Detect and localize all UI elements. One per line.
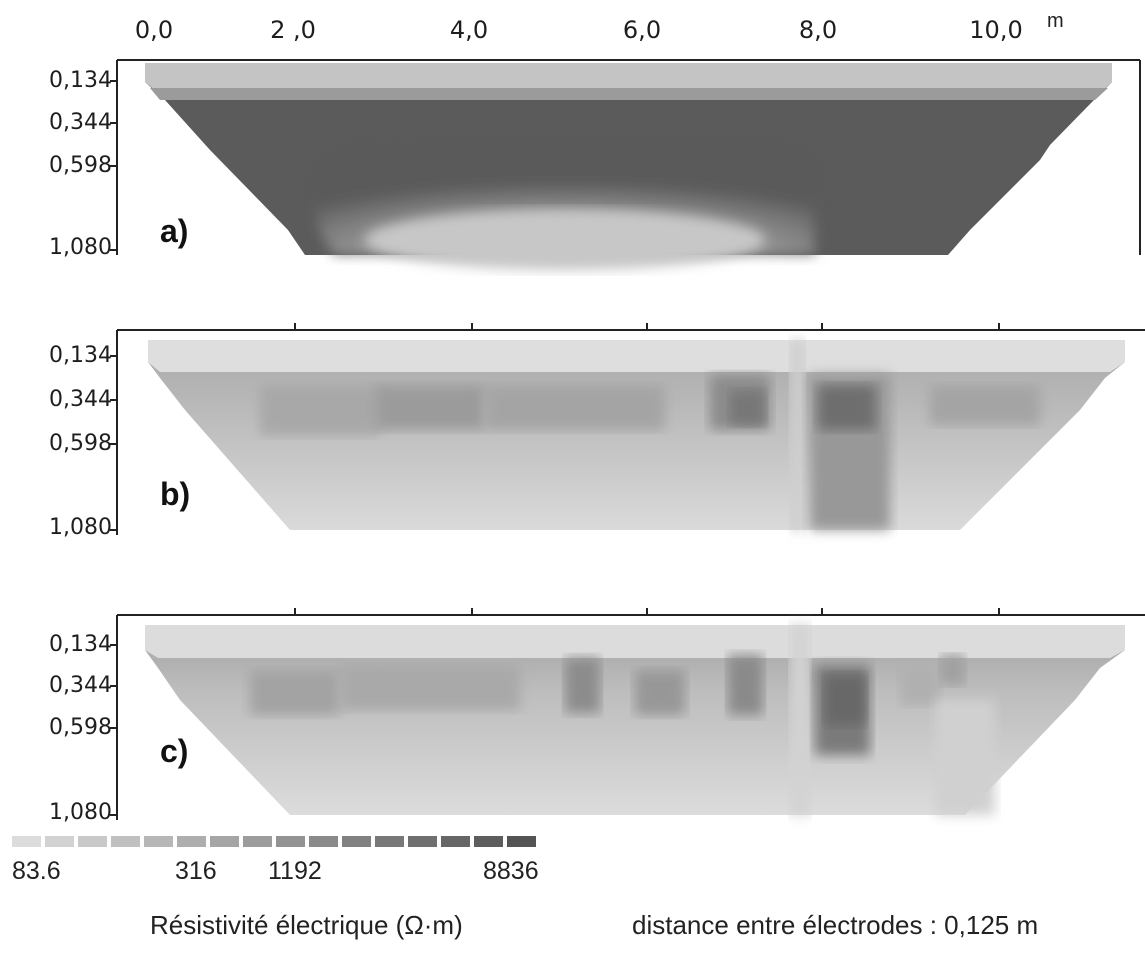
- legend-value: 316: [175, 857, 217, 885]
- x-tick-label: 2 ,0: [270, 16, 316, 44]
- legend-swatch: [507, 836, 536, 847]
- legend-swatch: [243, 836, 272, 847]
- panel-a-frame: [110, 59, 1141, 255]
- legend-swatch: [342, 836, 371, 847]
- x-tick-label: 4,0: [449, 16, 489, 44]
- y-tick-label: 0,598: [49, 431, 112, 456]
- y-tick-label: 0,344: [49, 387, 112, 412]
- legend-value: 1192: [268, 857, 322, 885]
- legend-swatch: [276, 836, 305, 847]
- legend-color-scale: [12, 836, 536, 847]
- legend-value: 8836: [483, 857, 539, 885]
- legend-swatch: [144, 836, 173, 847]
- y-tick-label: 0,134: [49, 632, 112, 657]
- legend-swatch: [45, 836, 74, 847]
- y-tick-label: 0,134: [49, 343, 112, 368]
- y-tick-label: 1,080: [49, 235, 112, 260]
- legend-swatch: [78, 836, 107, 847]
- y-tick-label: 1,080: [49, 515, 112, 540]
- y-tick-label: 1,080: [49, 800, 112, 825]
- legend-swatch: [474, 836, 503, 847]
- y-tick-label: 0,598: [49, 153, 112, 178]
- x-tick-label: 0,0: [134, 16, 174, 44]
- x-tick-label: 6,0: [622, 16, 662, 44]
- panel-b-frame: [110, 323, 1145, 535]
- panel-c-frame: [110, 608, 1145, 820]
- legend-swatch: [12, 836, 41, 847]
- y-tick-label: 0,344: [49, 673, 112, 698]
- legend-swatch: [111, 836, 140, 847]
- panel-label-c: c): [160, 733, 189, 769]
- y-tick-label: 0,598: [49, 715, 112, 740]
- legend-swatch: [441, 836, 470, 847]
- legend-swatch: [210, 836, 239, 847]
- x-tick-label: 8,0: [798, 16, 838, 44]
- panel-label-b: b): [160, 476, 191, 512]
- y-tick-label: 0,134: [49, 68, 112, 93]
- electrode-spacing-note: distance entre électrodes : 0,125 m: [632, 910, 1039, 940]
- panel-b-section: [148, 340, 1125, 530]
- legend-swatch: [408, 836, 437, 847]
- legend-value: 83.6: [12, 857, 61, 885]
- x-tick-label: 10,0: [969, 16, 1023, 44]
- legend-swatch: [375, 836, 404, 847]
- legend-swatch: [309, 836, 338, 847]
- panel-c-section: [145, 625, 1125, 815]
- panel-a-section: [145, 63, 1112, 270]
- x-axis-unit: m: [1047, 10, 1064, 32]
- y-tick-label: 0,344: [49, 110, 112, 135]
- legend-title: Résistivité électrique (Ω·m): [150, 910, 463, 940]
- panel-label-a: a): [160, 213, 189, 249]
- legend-swatch: [177, 836, 206, 847]
